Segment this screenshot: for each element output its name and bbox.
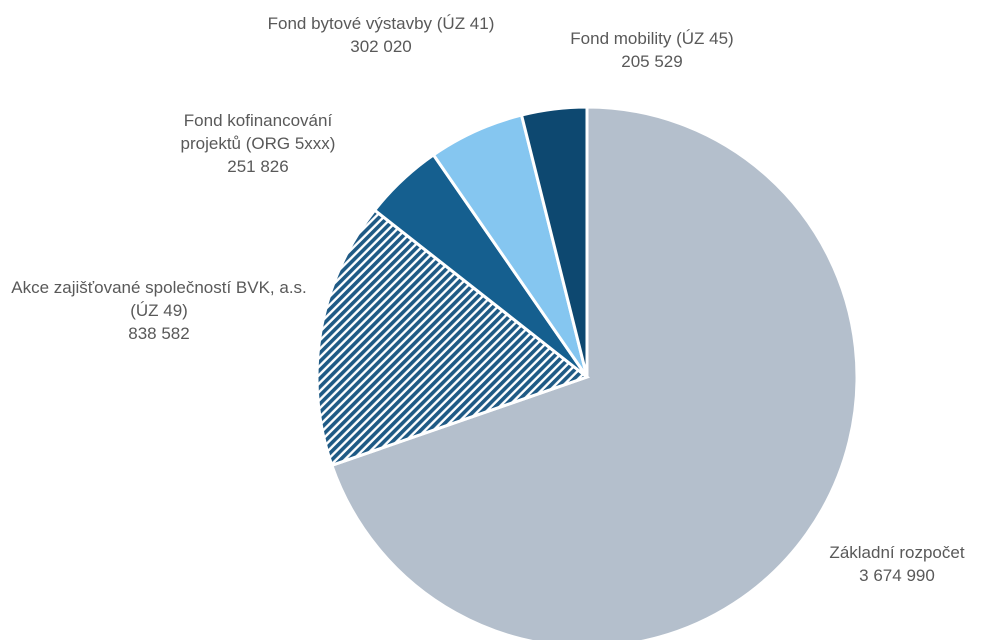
category-name: Fond kofinancování projektů (ORG 5xxx) [180,111,336,153]
slice-label: Fond kofinancování projektů (ORG 5xxx) 25… [158,109,358,178]
category-name: Fond mobility (ÚZ 45) [570,29,734,48]
pie-slice [519,105,589,378]
value-label: 251 826 [227,157,289,176]
slice-label: Akce zajišťované společností BVK, a.s. (… [9,276,309,345]
category-name: Základní rozpočet [829,543,965,562]
value-label: 302 020 [350,37,412,56]
pie-slice [329,105,859,640]
category-name: Fond bytové výstavby (ÚZ 41) [267,14,495,33]
pie-slice [315,208,591,468]
value-label: 205 529 [621,52,683,71]
category-name: Akce zajišťované společností BVK, a.s. (… [11,278,307,320]
value-label: 3 674 990 [859,566,935,585]
value-label: 838 582 [128,324,190,343]
slice-label: Fond mobility (ÚZ 45) 205 529 [570,27,733,73]
slice-label: Fond bytové výstavby (ÚZ 41) 302 020 [268,12,495,58]
slice-label: Základní rozpočet 3 674 990 [829,541,964,587]
